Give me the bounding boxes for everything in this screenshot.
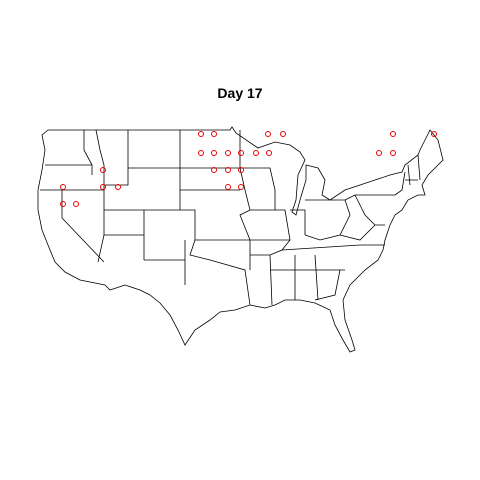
site-marker [225, 167, 231, 173]
site-marker [211, 150, 217, 156]
site-marker [225, 150, 231, 156]
site-marker [431, 131, 437, 137]
state-borders [40, 129, 421, 306]
site-marker [100, 167, 106, 173]
site-marker [280, 131, 286, 137]
site-marker [238, 184, 244, 190]
site-marker [100, 184, 106, 190]
site-marker [115, 184, 121, 190]
site-marker [265, 131, 271, 137]
site-marker [266, 150, 272, 156]
site-marker [198, 131, 204, 137]
site-marker [60, 201, 66, 207]
site-marker [238, 150, 244, 156]
site-marker [376, 150, 382, 156]
site-marker [253, 150, 259, 156]
site-marker [225, 184, 231, 190]
map-title: Day 17 [217, 85, 262, 101]
site-marker [238, 167, 244, 173]
site-markers [60, 131, 437, 207]
us-outline [37, 126, 444, 353]
site-marker [390, 131, 396, 137]
site-marker [73, 201, 79, 207]
site-marker [60, 184, 66, 190]
us-map [37, 126, 444, 353]
site-marker [198, 150, 204, 156]
site-marker [211, 167, 217, 173]
site-marker [211, 131, 217, 137]
site-marker [390, 150, 396, 156]
